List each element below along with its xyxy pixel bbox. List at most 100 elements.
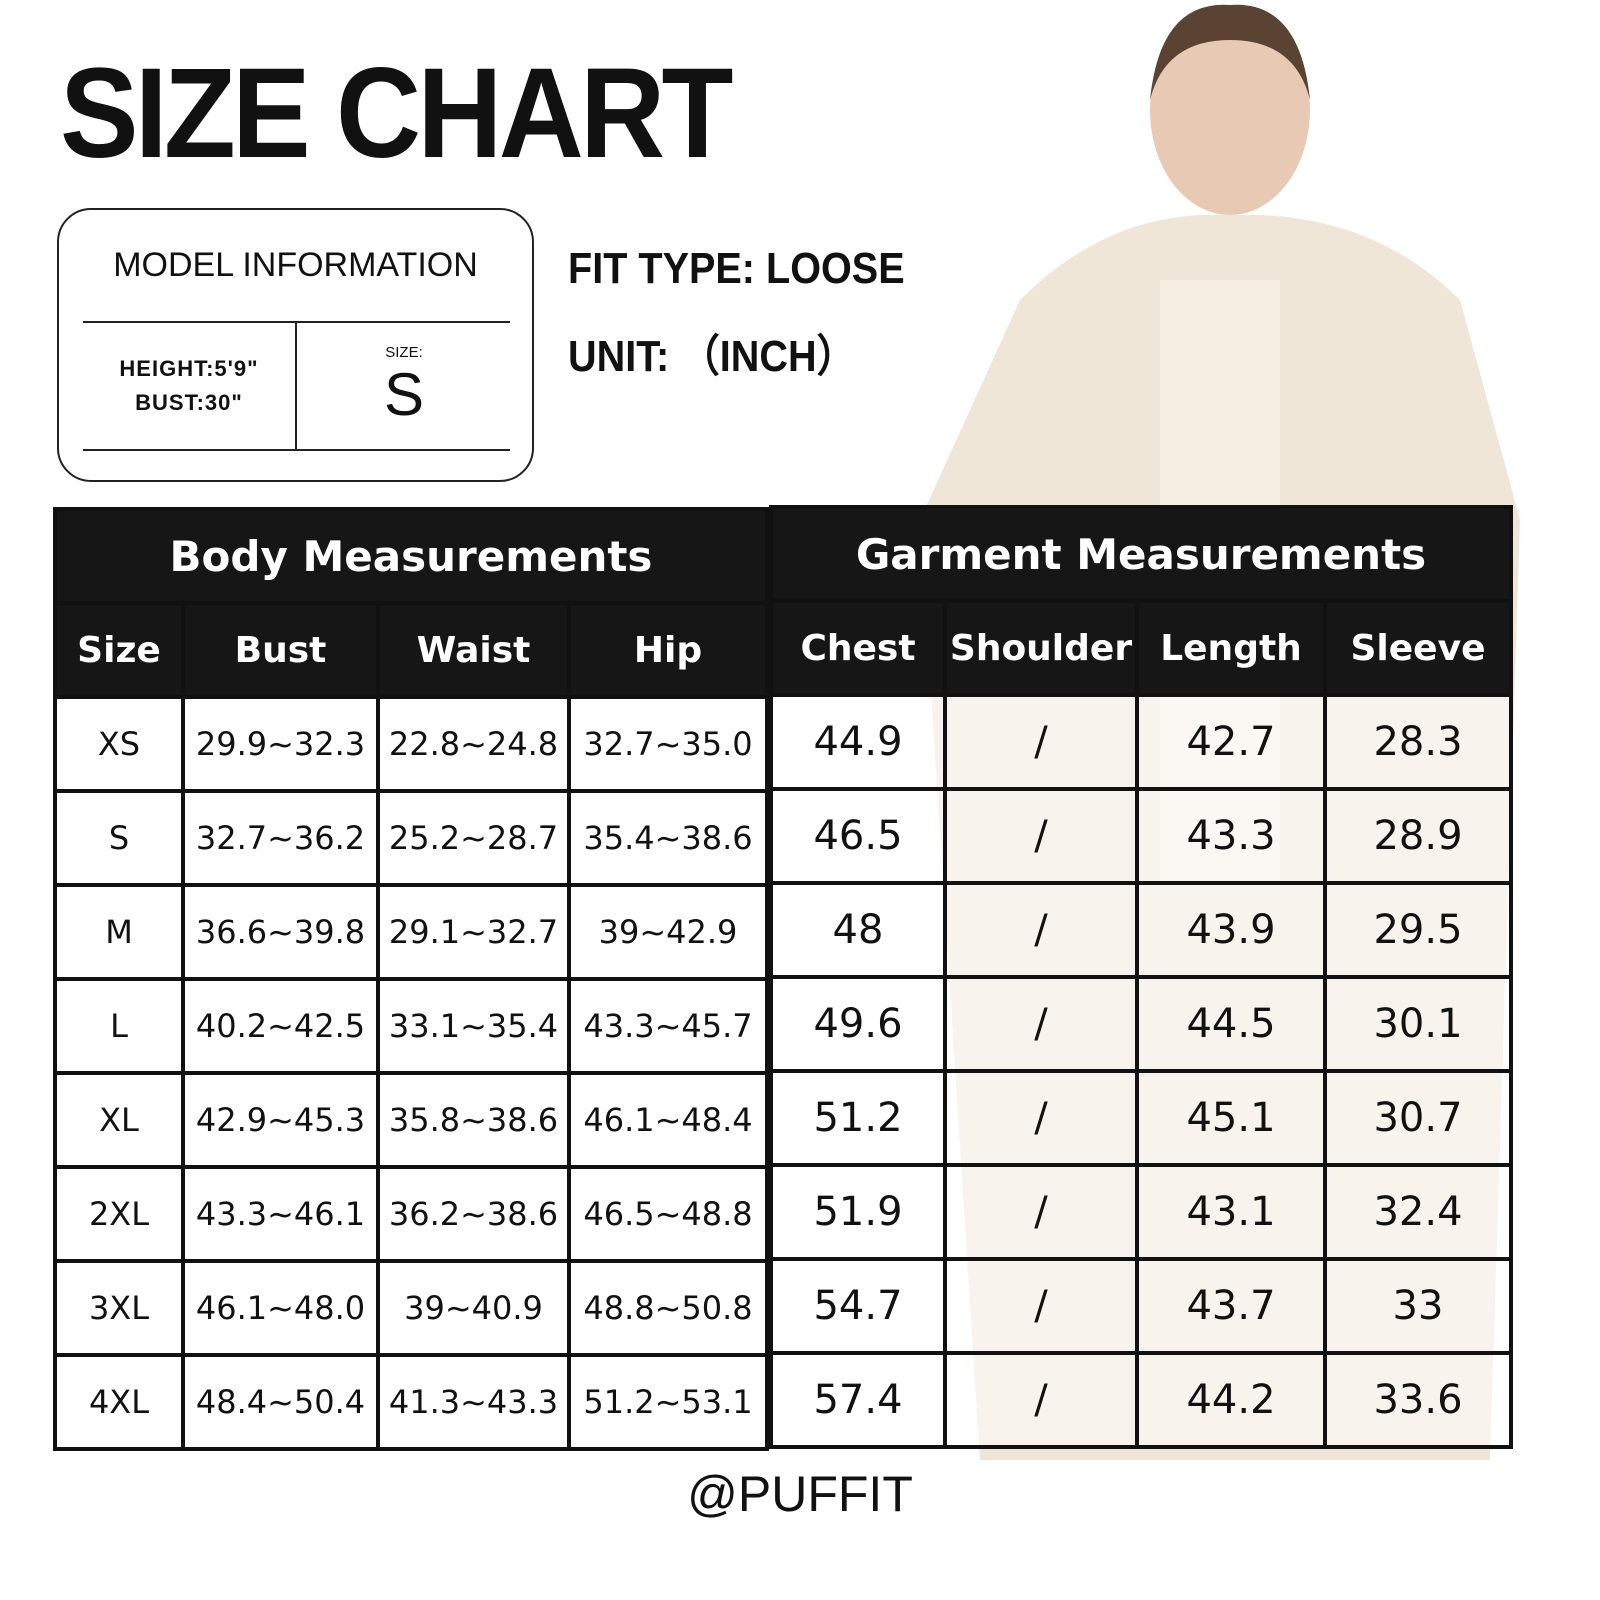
table-cell: 30.1 <box>1323 975 1513 1073</box>
table-cell: 2XL <box>53 1165 185 1263</box>
table-cell: XL <box>53 1071 185 1169</box>
table-cell: XS <box>53 695 185 793</box>
table-cell: 51.2 <box>769 1069 947 1167</box>
table-cell: 43.3~45.7 <box>567 977 769 1075</box>
table-cell: 43.9 <box>1135 881 1327 979</box>
table-cell: 48.8~50.8 <box>567 1259 769 1357</box>
table-cell: 41.3~43.3 <box>376 1353 571 1451</box>
table-cell: 51.9 <box>769 1163 947 1261</box>
column-header: Length <box>1135 599 1327 697</box>
table-row: 2XL 43.3~46.1 36.2~38.6 46.5~48.8 <box>53 1165 769 1263</box>
table-cell: 36.2~38.6 <box>376 1165 571 1263</box>
column-header: Bust <box>181 601 380 699</box>
table-cell: 46.1~48.0 <box>181 1259 380 1357</box>
column-header: Chest <box>769 599 947 697</box>
table-cell: 57.4 <box>769 1351 947 1449</box>
table-cell: 33 <box>1323 1257 1513 1355</box>
table-cell: / <box>943 975 1139 1073</box>
column-header: Hip <box>567 601 769 699</box>
table-row: 44.9/42.7 28.3 <box>769 693 1513 791</box>
model-height: HEIGHT:5'9" <box>119 356 259 381</box>
table-cell: 28.3 <box>1323 693 1513 791</box>
table-row: 54.7/43.7 33 <box>769 1257 1513 1355</box>
table-cell: 43.3 <box>1135 787 1327 885</box>
column-header: Waist <box>376 601 571 699</box>
table-row: 46.5/43.3 28.9 <box>769 787 1513 885</box>
table-cell: 29.9~32.3 <box>181 695 380 793</box>
model-hair <box>1150 4 1310 100</box>
table-cell: 48 <box>769 881 947 979</box>
model-information-box: MODEL INFORMATION HEIGHT:5'9" BUST:30" S… <box>57 208 534 482</box>
table-row: 51.2/45.1 30.7 <box>769 1069 1513 1167</box>
table-cell: / <box>943 1257 1139 1355</box>
table-row: 4XL 48.4~50.4 41.3~43.3 51.2~53.1 <box>53 1353 769 1451</box>
table-cell: 39~42.9 <box>567 883 769 981</box>
table-cell: / <box>943 693 1139 791</box>
table-cell: 44.5 <box>1135 975 1327 1073</box>
table-cell: 32.7~36.2 <box>181 789 380 887</box>
table-cell: 46.5~48.8 <box>567 1165 769 1263</box>
model-head <box>1150 5 1310 215</box>
table-cell: M <box>53 883 185 981</box>
table-cell: 46.1~48.4 <box>567 1071 769 1169</box>
model-info-heading: MODEL INFORMATION <box>113 246 478 284</box>
table-row: 51.9/43.1 32.4 <box>769 1163 1513 1261</box>
table-cell: 45.1 <box>1135 1069 1327 1167</box>
table-row: 57.4/44.2 33.6 <box>769 1351 1513 1449</box>
table-cell: 44.2 <box>1135 1351 1327 1449</box>
column-header: Size <box>53 601 185 699</box>
table-row: M 36.6~39.8 29.1~32.7 39~42.9 <box>53 883 769 981</box>
table-cell: 42.9~45.3 <box>181 1071 380 1169</box>
table-cell: 39~40.9 <box>376 1259 571 1357</box>
table-row: XS 29.9~32.3 22.8~24.8 32.7~35.0 <box>53 695 769 793</box>
table-row: XL 42.9~45.3 35.8~38.6 46.1~48.4 <box>53 1071 769 1169</box>
table-cell: 35.4~38.6 <box>567 789 769 887</box>
table-cell: 40.2~42.5 <box>181 977 380 1075</box>
table-cell: 4XL <box>53 1353 185 1451</box>
divider <box>295 322 297 450</box>
garment-measurements-table: Garment Measurements Chest Shoulder Length… <box>769 505 1513 1449</box>
table-cell: 43.7 <box>1135 1257 1327 1355</box>
table-cell: 28.9 <box>1323 787 1513 885</box>
table-cell: 43.3~46.1 <box>181 1165 380 1263</box>
table-cell: 30.7 <box>1323 1069 1513 1167</box>
table-cell: 46.5 <box>769 787 947 885</box>
model-size-label: SIZE: <box>385 344 423 361</box>
table-cell: 48.4~50.4 <box>181 1353 380 1451</box>
divider <box>83 449 510 451</box>
table-cell: 54.7 <box>769 1257 947 1355</box>
table-cell: 32.4 <box>1323 1163 1513 1261</box>
brand-handle: @PUFFIT <box>687 1466 913 1522</box>
table-cell: 29.1~32.7 <box>376 883 571 981</box>
table-cell: 44.9 <box>769 693 947 791</box>
table-cell: 22.8~24.8 <box>376 695 571 793</box>
table-cell: L <box>53 977 185 1075</box>
table-cell: 36.6~39.8 <box>181 883 380 981</box>
table-cell: 43.1 <box>1135 1163 1327 1261</box>
model-bust: BUST:30" <box>135 390 243 415</box>
table-cell: 3XL <box>53 1259 185 1357</box>
table-row: 49.6/44.5 30.1 <box>769 975 1513 1073</box>
table-row: 48/43.9 29.5 <box>769 881 1513 979</box>
body-heading: Body Measurements <box>53 507 769 605</box>
fit-type: FIT TYPE: LOOSE <box>568 244 905 293</box>
table-cell: 49.6 <box>769 975 947 1073</box>
table-cell: S <box>53 789 185 887</box>
table-cell: 35.8~38.6 <box>376 1071 571 1169</box>
table-cell: / <box>943 1351 1139 1449</box>
table-cell: 42.7 <box>1135 693 1327 791</box>
column-header: Shoulder <box>943 599 1139 697</box>
table-cell: 33.6 <box>1323 1351 1513 1449</box>
table-row: S 32.7~36.2 25.2~28.7 35.4~38.6 <box>53 789 769 887</box>
table-cell: 33.1~35.4 <box>376 977 571 1075</box>
page-title: SIZE CHART <box>60 42 733 185</box>
table-cell: / <box>943 1069 1139 1167</box>
table-row: L 40.2~42.5 33.1~35.4 43.3~45.7 <box>53 977 769 1075</box>
garment-heading: Garment Measurements <box>769 505 1513 603</box>
table-cell: / <box>943 1163 1139 1261</box>
table-cell: / <box>943 881 1139 979</box>
table-row: 3XL 46.1~48.0 39~40.9 48.8~50.8 <box>53 1259 769 1357</box>
body-measurements-table: Body Measurements Size Bust Waist Hip XS 29.… <box>53 507 769 1451</box>
table-cell: 29.5 <box>1323 881 1513 979</box>
unit: UNIT: （INCH） <box>568 332 857 381</box>
